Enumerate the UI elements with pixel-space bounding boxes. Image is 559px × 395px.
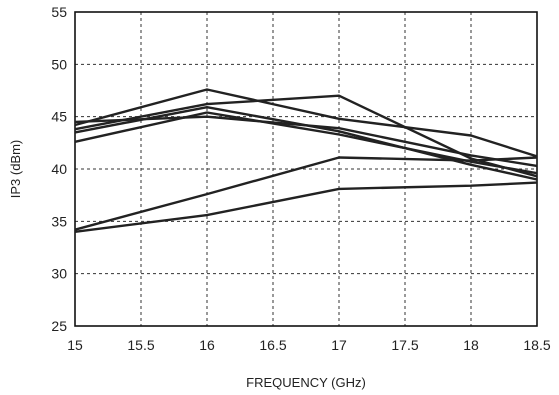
x-tick-label: 15.5	[127, 337, 154, 353]
x-tick-label: 15	[67, 337, 83, 353]
series-line-5	[74, 105, 538, 181]
series-lines	[74, 88, 538, 233]
y-tick-label: 55	[51, 4, 67, 20]
y-tick-label: 40	[51, 161, 67, 177]
y-tick-label: 45	[51, 109, 67, 125]
x-tick-label: 18.5	[523, 337, 550, 353]
plot-frame	[74, 11, 538, 327]
x-tick-label: 17.5	[391, 337, 418, 353]
x-tick-label: 16.5	[259, 337, 286, 353]
x-tick-label: 17	[331, 337, 347, 353]
y-tick-labels: 25 30 35 40 45 50 55	[51, 4, 67, 334]
series-line-6	[74, 156, 538, 231]
series-line-1	[74, 88, 538, 158]
y-tick-label: 35	[51, 213, 67, 229]
y-tick-label: 30	[51, 266, 67, 282]
y-tick-label: 25	[51, 318, 67, 334]
series-line-7	[74, 181, 538, 233]
series-line-4	[74, 111, 538, 175]
y-tick-label: 50	[51, 56, 67, 72]
x-tick-labels: 15 15.5 16 16.5 17 17.5 18 18.5	[67, 337, 551, 353]
gridlines	[75, 12, 537, 326]
x-axis-label: FREQUENCY (GHz)	[246, 375, 366, 390]
x-tick-label: 18	[463, 337, 479, 353]
x-tick-label: 16	[199, 337, 215, 353]
y-axis-label: IP3 (dBm)	[8, 140, 23, 199]
